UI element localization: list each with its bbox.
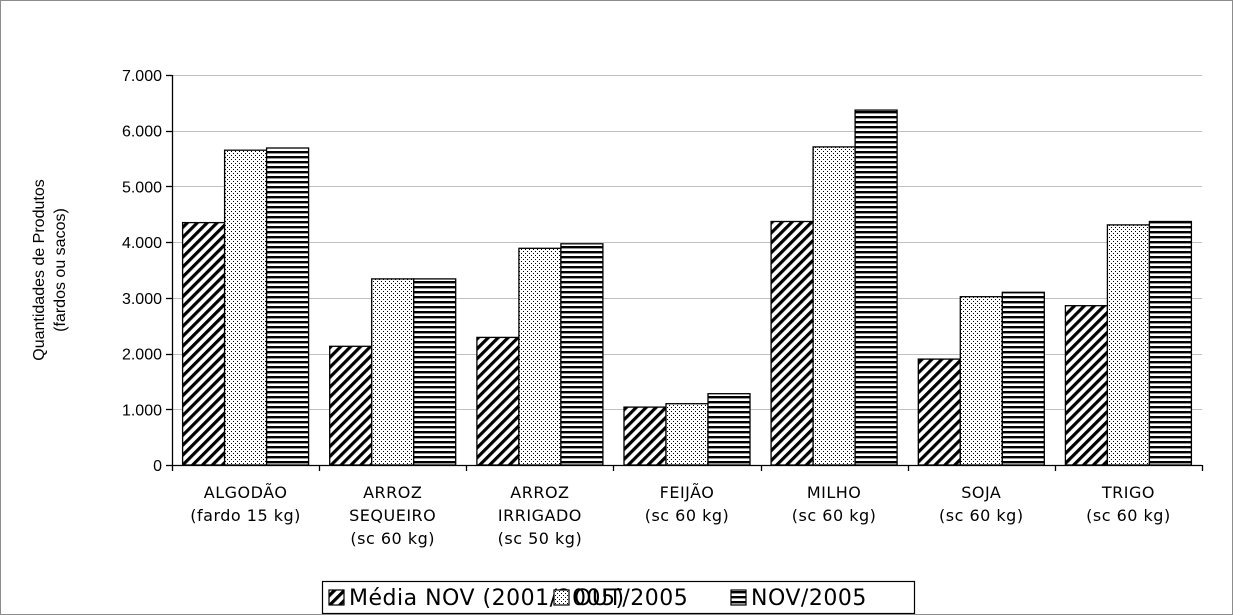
bar [413, 278, 457, 466]
legend-swatch [328, 589, 345, 606]
x-category-label: SEQUEIRO [349, 506, 436, 525]
y-tick-label: 0 [153, 458, 162, 475]
y-axis-title-line: Quantidades de Produtos [31, 179, 48, 360]
x-category-label: (sc 60 kg) [350, 529, 435, 548]
legend-entry-label: NOV/2005 [751, 586, 867, 611]
legend: Média NOV (2001/2005)OUT/2005 NOV/2005 [321, 580, 916, 614]
x-category-label: FEIJÃO [660, 483, 715, 502]
y-tick-label: 5.000 [122, 179, 162, 196]
bar [812, 146, 856, 466]
x-category-label: (sc 50 kg) [498, 529, 583, 548]
bar [329, 345, 373, 466]
x-category-label: (sc 60 kg) [645, 506, 730, 525]
bar [623, 406, 667, 466]
x-category-label: ARROZ [363, 483, 422, 502]
y-tick-label: 2.000 [122, 347, 162, 364]
y-tick-label: 3.000 [122, 291, 162, 308]
bar [1001, 291, 1045, 466]
bars [181, 109, 1193, 466]
bar [665, 403, 709, 466]
bar [1064, 305, 1109, 466]
x-category-label: IRRIGADO [498, 506, 582, 525]
legend-entry-label: OUT/2005 [574, 586, 688, 611]
x-category-labels: ALGODÃO (fardo 15 kg) ARROZ SEQUEIRO (sc 60 … [190, 483, 1170, 548]
legend-swatch [730, 589, 747, 606]
bar [518, 247, 562, 466]
gridlines [172, 75, 1202, 410]
bar [560, 243, 604, 466]
legend-entry-label: Média NOV (2001/2005) [349, 586, 625, 611]
y-tick-label: 7.000 [122, 68, 162, 85]
bar [265, 147, 310, 466]
x-category-label: ALGODÃO [204, 483, 288, 502]
x-category-label: ARROZ [510, 483, 569, 502]
x-category-label: TRIGO [1101, 483, 1155, 502]
x-category-label: SOJA [961, 483, 1001, 502]
axes [166, 74, 1204, 471]
x-category-label: (fardo 15 kg) [190, 506, 301, 525]
y-axis-title-line: (fardos ou sacos) [52, 208, 69, 332]
bar [770, 220, 814, 466]
x-category-label: MILHO [807, 483, 862, 502]
bar [371, 278, 415, 466]
bar [181, 221, 226, 466]
y-tick-label: 6.000 [122, 124, 162, 141]
bar [959, 296, 1003, 466]
bar [854, 109, 898, 466]
bar [1148, 220, 1193, 466]
y-axis-title: Quantidades de Produtos (fardos ou sacos) [31, 179, 69, 360]
y-tick-label: 1.000 [122, 402, 162, 419]
legend-swatch [553, 589, 570, 606]
y-tick-label: 4.000 [122, 235, 162, 252]
x-category-label: (sc 60 kg) [939, 506, 1024, 525]
x-category-label: (sc 60 kg) [1086, 506, 1171, 525]
y-tick-labels: 0 1.000 2.000 3.000 4.000 5.000 6.000 7.000 [122, 68, 162, 475]
bar [223, 149, 268, 466]
x-category-label: (sc 60 kg) [792, 506, 877, 525]
bar [1106, 224, 1151, 466]
bar [707, 393, 751, 466]
bar [476, 336, 520, 466]
bar [917, 358, 961, 466]
legend-box [321, 580, 916, 614]
